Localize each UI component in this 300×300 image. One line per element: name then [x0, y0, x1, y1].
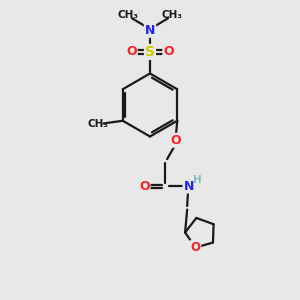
- Text: N: N: [184, 180, 194, 193]
- Text: CH₃: CH₃: [162, 10, 183, 20]
- Text: O: O: [126, 45, 137, 58]
- Text: H: H: [193, 175, 202, 184]
- Text: CH₃: CH₃: [117, 10, 138, 20]
- Text: CH₃: CH₃: [88, 119, 109, 129]
- Text: O: O: [163, 45, 174, 58]
- Text: O: O: [190, 241, 200, 254]
- Text: S: S: [145, 45, 155, 59]
- Text: O: O: [170, 134, 181, 147]
- Text: N: N: [145, 24, 155, 37]
- Text: O: O: [139, 180, 150, 193]
